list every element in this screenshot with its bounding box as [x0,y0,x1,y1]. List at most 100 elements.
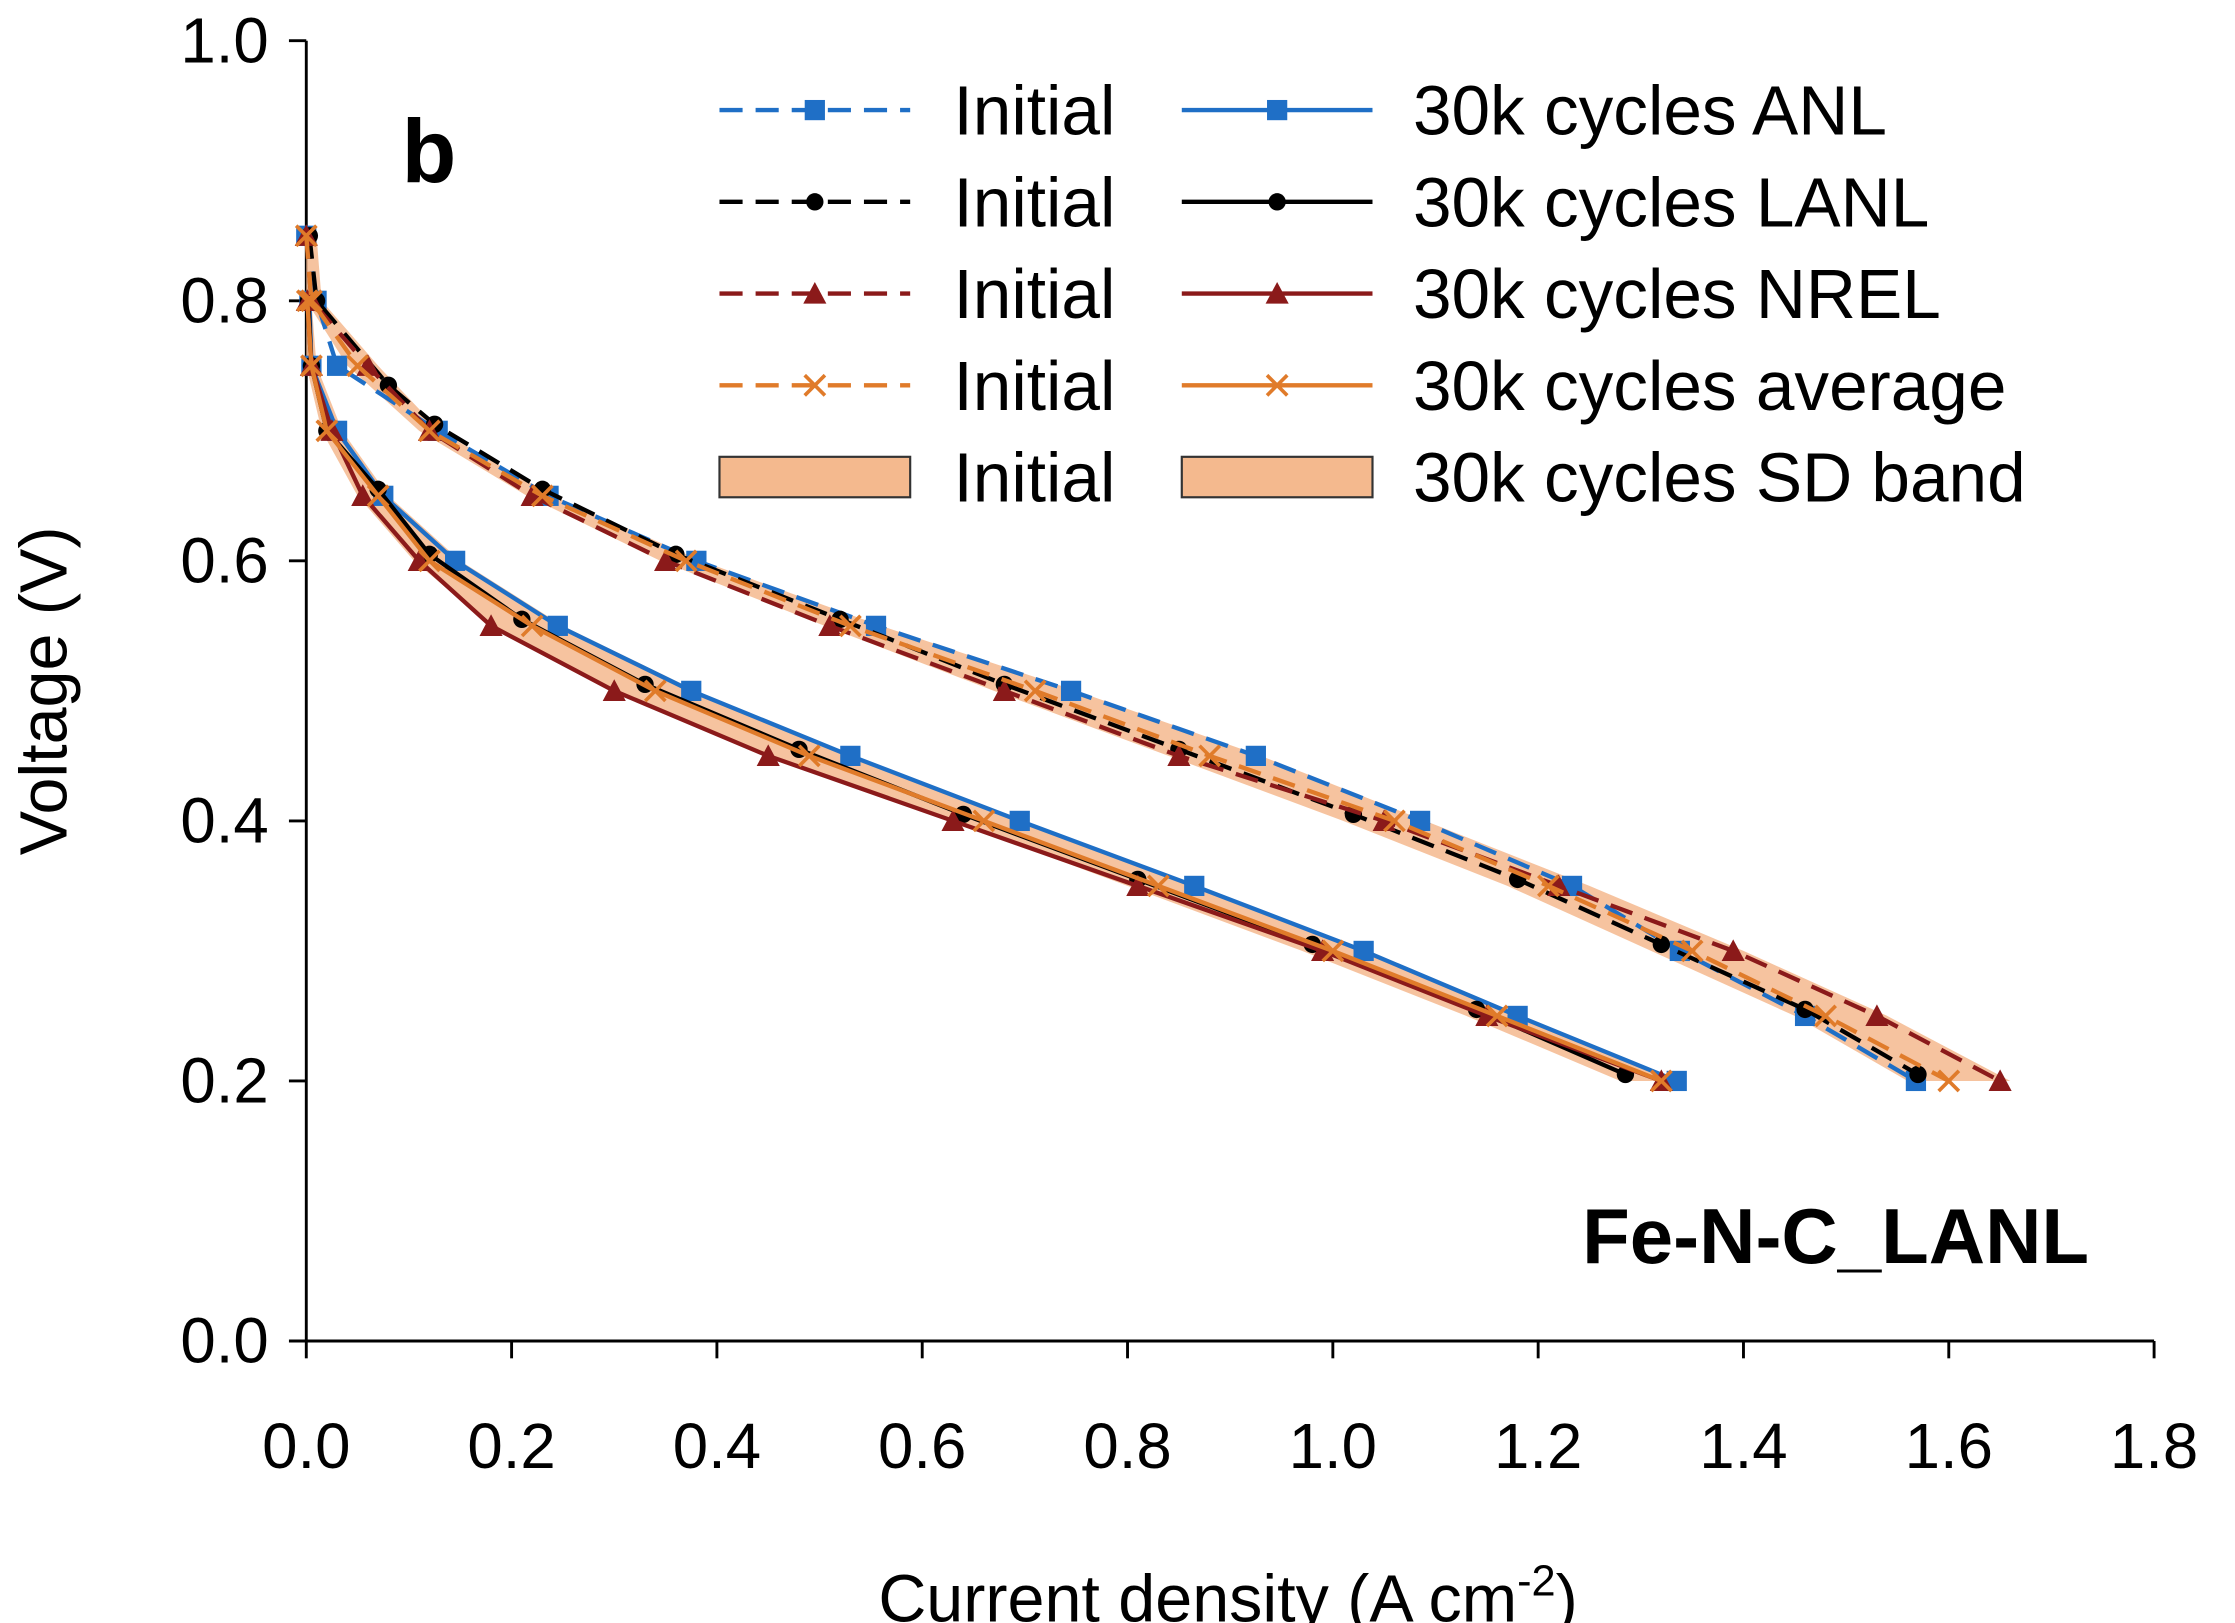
marker [1721,939,1745,962]
marker [1383,809,1406,833]
legend-entry: Initial [718,439,1116,517]
sample-label: Fe-N-C_LANL [1582,1192,2089,1280]
x-tick-label: 1.4 [1699,1411,1787,1482]
marker [1485,1004,1509,1028]
y-tick-label: 0.6 [180,526,268,597]
marker [1666,1070,1687,1092]
legend-label: Initial [954,72,1116,150]
marker [1126,874,1150,897]
legend-swatch [1180,455,1374,499]
marker [418,419,441,443]
marker [1009,810,1030,832]
marker [1796,1000,1814,1019]
marker [1537,874,1560,898]
y-tick-label: 0.8 [180,265,268,336]
marker [840,745,861,766]
legend-label: Initial [954,347,1116,425]
marker [1649,1069,1673,1093]
legend-entry: 30k cycles NREL [1181,255,1941,333]
panel-label: b [402,101,457,201]
x-tick-label: 0.8 [1083,1411,1171,1482]
marker [295,289,319,313]
legend-entry: Initial [719,347,1115,425]
marker [941,809,965,832]
marker [1321,939,1345,963]
marker [643,679,667,703]
marker [804,99,825,121]
marker [1184,875,1205,897]
marker [992,679,1016,701]
y-tick-label: 0.4 [180,786,268,857]
marker [1265,373,1289,397]
marker [351,484,375,506]
marker [756,744,780,766]
marker [1060,680,1082,701]
legend-label: Initial [954,163,1116,241]
marker [602,679,626,701]
marker [1865,1004,1889,1027]
marker [479,614,503,636]
marker [520,614,544,638]
x-tick-label: 0.6 [878,1411,966,1482]
y-tick-label: 0.0 [180,1306,268,1377]
marker [366,484,390,508]
marker [1198,744,1222,768]
marker [818,614,842,636]
series-line [304,235,1918,1083]
marker [1265,282,1289,304]
marker [1988,1069,2012,1092]
marker [445,550,466,571]
marker [531,484,554,508]
legend-label: Initial [954,255,1116,333]
x-axis-label-main: Current density (A cm [878,1562,1517,1623]
marker [300,354,323,378]
legend-swatch [718,455,912,499]
legend-entry: 30k cycles average [1181,347,2006,425]
marker [1245,745,1266,766]
series-line [304,235,2002,1083]
marker [547,615,568,636]
marker [300,289,323,313]
x-axis-label-end: ) [1556,1562,1578,1623]
marker [1167,744,1191,766]
marker [1409,810,1431,832]
legend-label: 30k cycles SD band [1413,439,2026,517]
marker [681,680,702,701]
x-axis-label: Current density (A cm-2) [878,1557,1577,1623]
marker [1652,935,1671,954]
marker [803,282,827,304]
marker [654,549,678,571]
marker [346,354,370,378]
marker [1814,1004,1837,1028]
marker [838,614,862,638]
legend-label: 30k cycles average [1413,347,2006,425]
marker [315,419,339,443]
sd-band [306,235,2011,1081]
y-tick-label: 0.2 [180,1046,268,1117]
marker [1268,193,1286,211]
marker [972,809,996,833]
legend-label: 30k cycles ANL [1413,72,1887,150]
marker [1146,874,1170,898]
marker [294,224,318,248]
marker [803,373,827,397]
legend-entry: 30k cycles LANL [1181,163,1929,241]
legend-entry: Initial [719,255,1115,333]
marker [1909,1065,1927,1084]
marker [1680,939,1704,963]
marker [806,193,824,211]
x-axis-label-sup: -2 [1517,1557,1556,1605]
x-tick-label: 0.2 [467,1411,555,1482]
legend-entry: 30k cycles SD band [1180,439,2026,517]
legend-label: Initial [954,439,1116,517]
x-tick-label: 0.0 [262,1411,350,1482]
marker [326,355,348,376]
x-tick-label: 1.6 [1905,1411,1993,1482]
marker [674,549,698,573]
marker [797,744,821,768]
marker [1937,1069,1961,1093]
marker [418,549,441,573]
series-line [304,235,1950,1083]
